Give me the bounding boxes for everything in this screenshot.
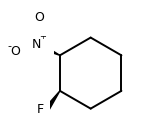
Text: O: O [34,11,44,24]
Text: -: - [7,41,11,51]
Polygon shape [35,42,60,55]
Text: +: + [39,32,46,41]
Polygon shape [44,91,60,111]
Text: N: N [32,38,41,51]
Text: O: O [10,45,20,58]
Text: F: F [36,104,44,116]
